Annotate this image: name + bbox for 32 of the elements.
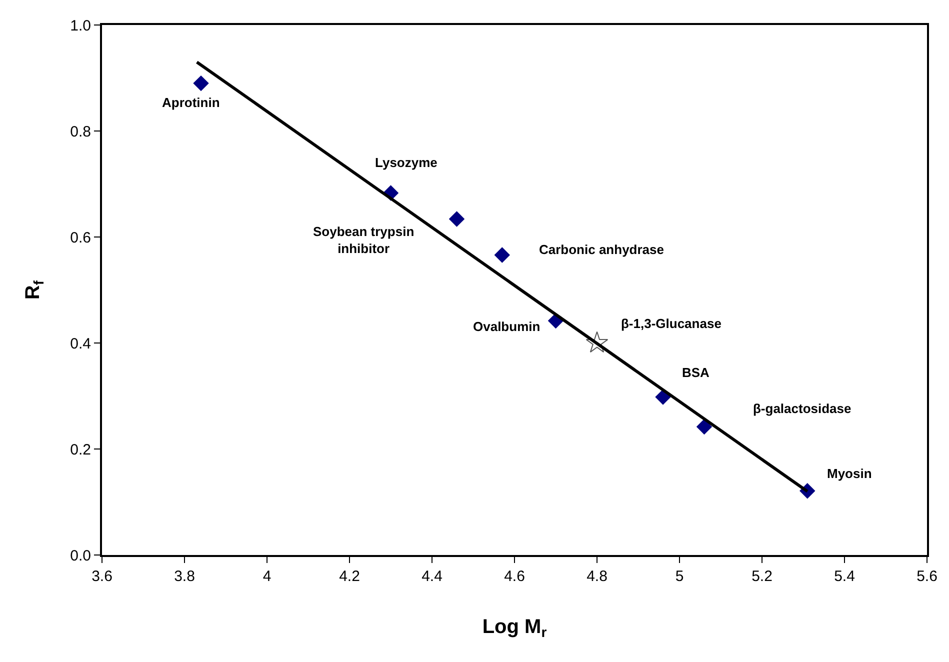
annotation: Ovalbumin bbox=[473, 319, 540, 334]
annotation: Soybean trypsin inhibitor bbox=[313, 224, 414, 256]
x-tick-label: 5 bbox=[675, 568, 684, 585]
x-tick-label: 3.6 bbox=[92, 568, 112, 585]
y-tick-label: 0.2 bbox=[70, 441, 91, 458]
annotation: Carbonic anhydrase bbox=[539, 242, 664, 257]
annotation: Lysozyme bbox=[375, 155, 438, 170]
y-tick-label: 0.6 bbox=[70, 229, 91, 246]
point bbox=[193, 76, 209, 91]
annotation: Myosin bbox=[827, 466, 872, 481]
y-tick-label: 0.8 bbox=[70, 123, 91, 140]
y-tick-label: 0.0 bbox=[70, 547, 91, 564]
x-tick-label: 5.4 bbox=[834, 568, 855, 585]
y-tick-label: 0.4 bbox=[70, 335, 91, 352]
point bbox=[586, 331, 608, 353]
x-tick-label: 4.8 bbox=[586, 568, 608, 585]
x-tick-label: 4 bbox=[262, 568, 272, 585]
annotation: β-galactosidase bbox=[753, 401, 852, 416]
y-tick-label: 1.0 bbox=[70, 17, 91, 34]
annotation: β-1,3-Glucanase bbox=[621, 316, 722, 331]
point bbox=[449, 211, 464, 227]
x-tick-label: 3.8 bbox=[174, 568, 195, 585]
x-tick-label: 4.6 bbox=[504, 568, 525, 585]
x-tick-label: 4.2 bbox=[339, 568, 360, 585]
annotation: BSA bbox=[682, 365, 710, 380]
x-axis-title: Log M$_{r}$ bbox=[482, 616, 548, 640]
point bbox=[696, 419, 712, 434]
x-tick-label: 5.6 bbox=[916, 568, 938, 585]
annotation: Aprotinin bbox=[162, 95, 220, 110]
x-tick-label: 4.4 bbox=[422, 568, 442, 585]
point bbox=[494, 247, 510, 263]
x-tick-label: 5.2 bbox=[752, 568, 772, 585]
